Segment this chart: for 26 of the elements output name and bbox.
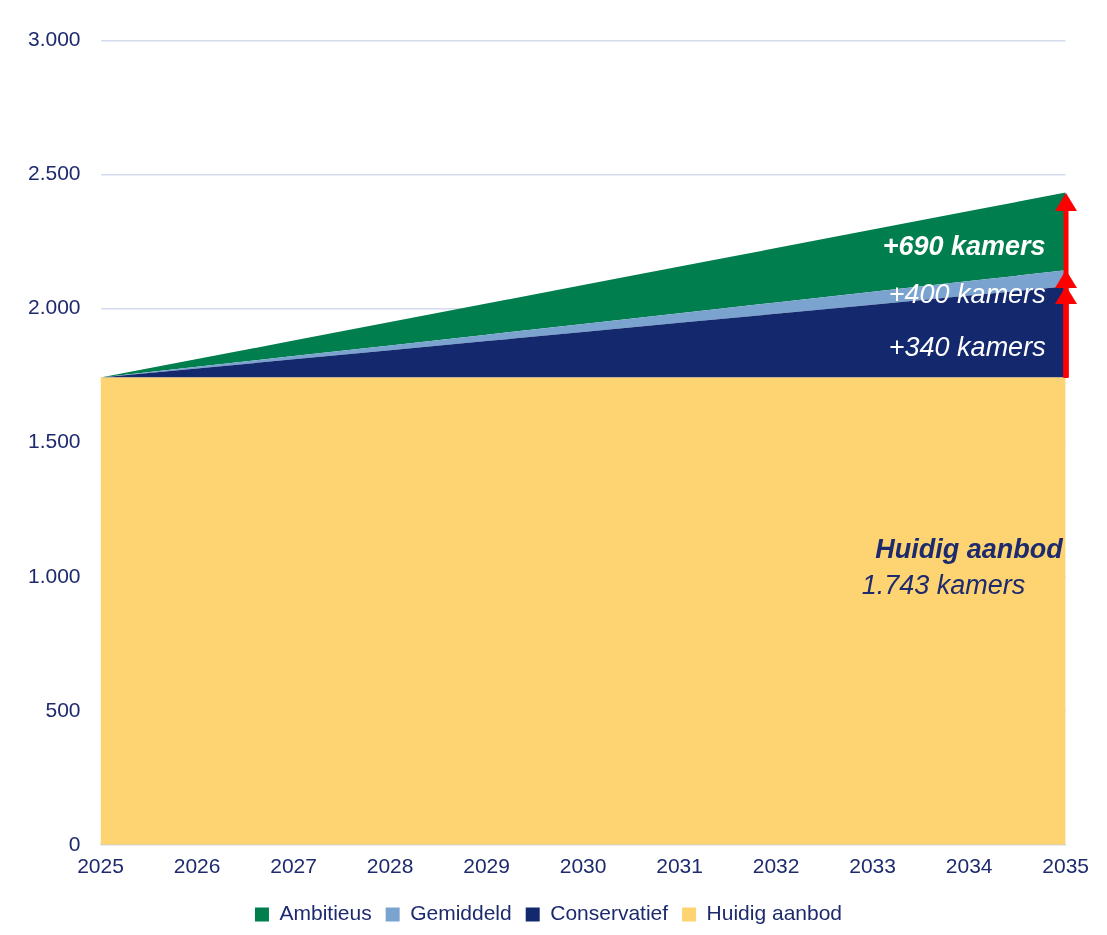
legend-label: Huidig aanbod — [706, 901, 843, 925]
x-tick-label: 2032 — [752, 854, 800, 878]
legend-label: Gemiddeld — [410, 901, 512, 925]
legend-label: Conservatief — [550, 901, 669, 925]
y-tick-label: 2.500 — [27, 161, 81, 185]
x-tick-label: 2027 — [270, 854, 317, 878]
y-tick-label: 1.500 — [27, 429, 81, 453]
annotation: +690 kamers — [882, 231, 1046, 261]
x-tick-label: 2030 — [559, 854, 607, 878]
legend-label: Ambitieus — [279, 901, 372, 925]
x-tick-label: 2034 — [945, 854, 993, 878]
annotation: 1.743 kamers — [861, 570, 1026, 601]
x-tick-label: 2029 — [463, 854, 510, 878]
y-tick-label: 1.000 — [27, 563, 81, 587]
y-tick-label: 500 — [45, 697, 81, 721]
x-tick-label: 2026 — [173, 854, 221, 878]
y-tick-label: 0 — [68, 831, 81, 855]
x-tick-label: 2035 — [1042, 854, 1089, 878]
y-tick-label: 3.000 — [27, 27, 81, 51]
annotation: +340 kamers — [888, 331, 1046, 362]
y-tick-label: 2.000 — [27, 295, 81, 319]
x-tick-label: 2028 — [366, 854, 414, 878]
x-tick-label: 2031 — [656, 854, 703, 878]
x-tick-label: 2033 — [849, 854, 896, 878]
x-tick-label: 2025 — [77, 854, 124, 878]
annotation: Huidig aanbod — [875, 533, 1064, 564]
